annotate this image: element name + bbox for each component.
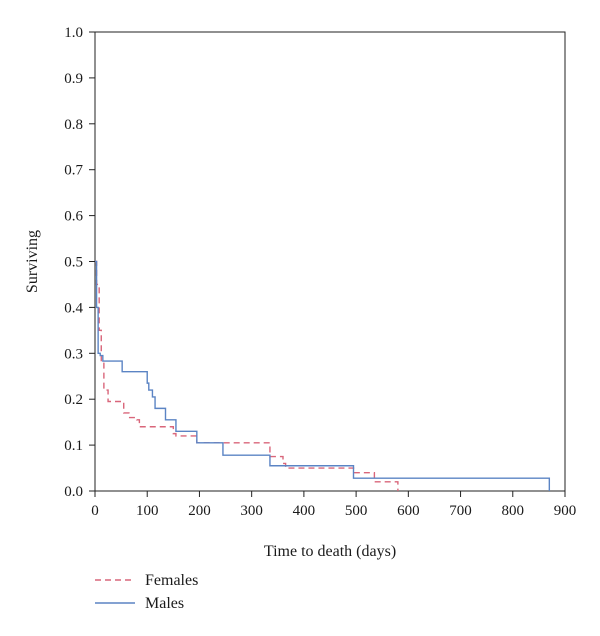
x-tick-label: 400: [293, 503, 316, 519]
x-tick-label: 300: [240, 503, 263, 519]
y-tick-label: 0.4: [64, 300, 83, 316]
series-line-males: [95, 260, 551, 491]
x-tick-label: 200: [188, 503, 211, 519]
y-axis-ticks: 0.0 0.1 0.2 0.3 0.4 0.5 0.6 0.7 0.8 0.9 1.0: [64, 25, 95, 500]
x-axis-ticks: 0 100 200 300 400 500 600 700 800 900: [91, 491, 576, 519]
legend: Females Males: [95, 572, 198, 612]
x-tick-label: 700: [449, 503, 472, 519]
y-tick-label: 0.1: [64, 438, 83, 454]
y-axis-label: Surviving: [24, 230, 41, 293]
plot-frame: [94, 31, 566, 492]
legend-label-males: Males: [145, 595, 184, 612]
y-tick-label: 0.6: [64, 209, 83, 225]
y-tick-label: 0.3: [64, 346, 83, 362]
y-tick-label: 0.8: [64, 117, 83, 133]
x-tick-label: 900: [554, 503, 577, 519]
y-tick-label: 1.0: [64, 25, 83, 41]
y-tick-label: 0.9: [64, 71, 83, 87]
x-tick-label: 100: [136, 503, 159, 519]
x-tick-label: 800: [502, 503, 525, 519]
y-tick-label: 0.7: [64, 163, 83, 179]
y-tick-label: 0.5: [64, 255, 83, 271]
x-axis-label: Time to death (days): [264, 543, 396, 560]
y-tick-label: 0.2: [64, 392, 83, 408]
series-layer: [95, 260, 551, 491]
series-line-females: [95, 260, 399, 491]
x-tick-label: 600: [397, 503, 420, 519]
y-tick-label: 0.0: [64, 484, 83, 500]
legend-label-females: Females: [145, 572, 198, 589]
x-tick-label: 0: [91, 503, 99, 519]
x-tick-label: 500: [345, 503, 368, 519]
